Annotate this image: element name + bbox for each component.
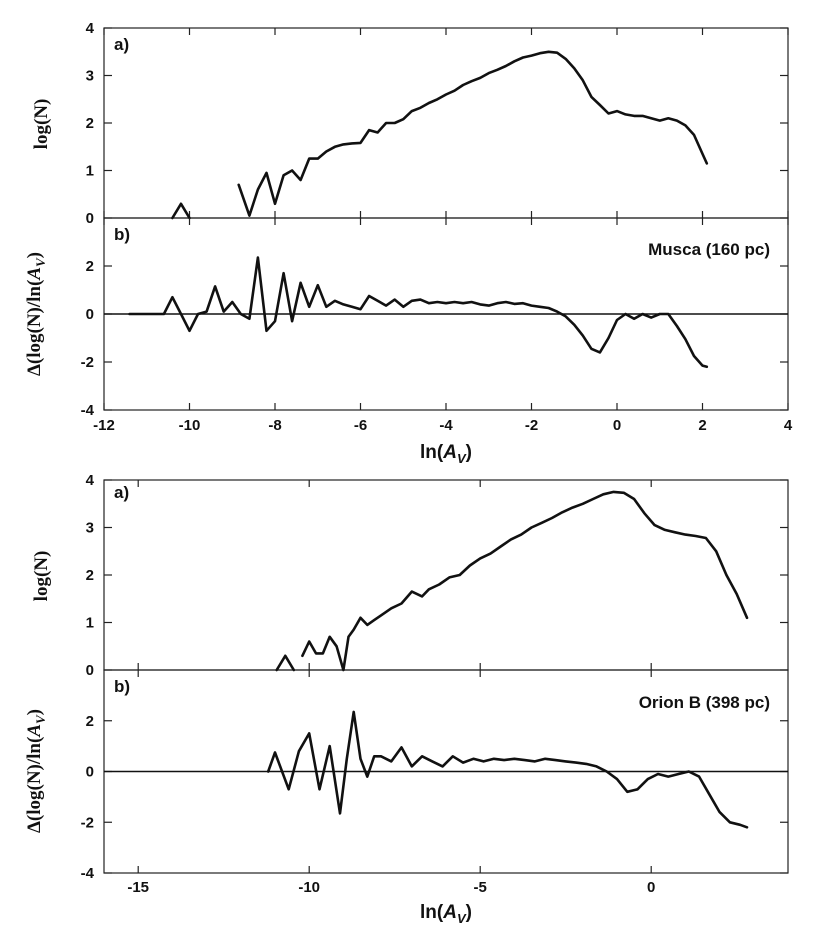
musca-panel-a-series-segment-1: [171, 202, 191, 220]
musca-panel-b-ylabel-var: A: [24, 267, 45, 281]
orionb-panel-b-ylabel: Δ(log(N)/ln(AV): [24, 709, 48, 833]
orionb-xlabel: ln(AV): [420, 902, 472, 926]
musca-xtick-label: -2: [525, 417, 538, 434]
musca-xlabel-post: ): [466, 442, 472, 463]
musca-panel-a-ytick-label: 3: [86, 68, 94, 85]
musca-panel-a-ytick-label: 2: [86, 115, 94, 132]
orionb-panel-a-ytick-label: 4: [86, 472, 95, 489]
musca-xlabel-var: A: [442, 442, 457, 463]
musca-panel-a-frame: [103, 27, 789, 219]
musca-xtick-label: 4: [784, 417, 793, 434]
musca-xtick-label: -8: [268, 417, 281, 434]
orionb-panel-b-ytick-label: -4: [81, 865, 95, 882]
musca-panel-b-series-derivative: [128, 256, 709, 369]
orionb-xtick-label: -15: [127, 879, 149, 896]
orionb-panel-a-frame: [103, 479, 789, 671]
musca-xlabel-pre: ln(: [420, 442, 444, 463]
orionb-panel-b-ylabel-var: A: [24, 724, 45, 738]
orionb-xlabel-var: A: [442, 902, 457, 923]
musca-panel-b-ytick-label: 2: [86, 258, 94, 275]
musca-xtick-label: -10: [179, 417, 201, 434]
orionb-panel-a-series-segment-2: [301, 490, 749, 672]
orionb-panel-b-ylabel-pre: Δ(log(N)/ln(: [24, 737, 45, 833]
orionb-region-label: Orion B (398 pc): [639, 693, 770, 712]
musca-panel-b-ytick-label: -2: [81, 354, 94, 371]
musca-panel-b-ylabel-pre: Δ(log(N)/ln(: [24, 280, 45, 376]
musca-region-label: Musca (160 pc): [648, 240, 770, 259]
orionb-panel-a-series-segment-1: [275, 654, 296, 672]
orionb-xlabel-post: ): [466, 902, 472, 923]
orionb-panel-a-ytick-label: 1: [86, 615, 94, 632]
musca-xlabel: ln(AV): [420, 442, 472, 466]
musca-panel-a-ytick-label: 4: [86, 20, 95, 37]
musca-panel-b-ytick-label: -4: [81, 402, 95, 419]
orionb-panel-b-label: b): [114, 677, 130, 696]
orionb-panel-b: -4 -2 0 2: [81, 670, 788, 882]
musca-panel-a-series-segment-2: [237, 50, 709, 217]
orionb-panel-b-series-derivative: [266, 710, 749, 829]
orionb-xlabel-sub: V: [457, 911, 467, 926]
musca-panel-b-ytick-label: 0: [86, 306, 94, 323]
orionb-xtick-label: -5: [474, 879, 487, 896]
musca-panel-b: -4 -2 0 2: [81, 218, 789, 419]
orionb-panel-a-ylabel: log(N): [31, 551, 52, 602]
musca-panel-b-label: b): [114, 225, 130, 244]
musca-xlabel-sub: V: [457, 451, 467, 466]
orionb-xlabel-pre: ln(: [420, 902, 444, 923]
orionb-panel-a-ytick-label: 2: [86, 567, 94, 584]
musca-panel-b-ylabel-sub: V: [33, 257, 48, 267]
orionb-panel-b-ytick-label: -2: [81, 814, 94, 831]
musca-panel-a-ytick-label: 1: [86, 163, 94, 180]
orionb-panel-a-ytick-label: 3: [86, 520, 94, 537]
musca-panel-a-ylabel: log(N): [31, 99, 52, 150]
orionb-xtick-label: -10: [298, 879, 320, 896]
orionb-panel-a-label: a): [114, 483, 129, 502]
orionb-xtick-label: 0: [647, 879, 655, 896]
orionb-panel-b-ylabel-post: ): [24, 709, 45, 715]
musca-xtick-label: 2: [698, 417, 706, 434]
musca-xtick-label: 0: [613, 417, 621, 434]
musca-panel-a-ytick-label: 0: [86, 210, 94, 227]
musca-panel-b-ylabel-post: ): [24, 252, 45, 258]
orionb-x-axis: -15 -10 -5 0: [127, 879, 655, 896]
musca-panel-a: 0 1 2 3 4: [86, 20, 789, 227]
musca-panel-a-label: a): [114, 35, 129, 54]
orionb-panel-a-ytick-label: 0: [86, 662, 94, 679]
orionb-panel-b-ytick-label: 2: [86, 713, 94, 730]
musca-x-axis: -12 -10 -8 -6 -4 -2 0 2 4: [93, 417, 793, 434]
musca-xtick-label: -6: [354, 417, 367, 434]
musca-xtick-label: -12: [93, 417, 115, 434]
orionb-panel-a: 0 1 2 3 4: [86, 472, 788, 679]
orionb-panel-b-ylabel-sub: V: [33, 714, 48, 724]
musca-panel-b-ylabel: Δ(log(N)/ln(AV): [24, 252, 48, 376]
orionb-figure: 0 1 2 3 4 -4 -2 0 2 -15 -10 -5 0 a) b) Orion B (39…: [24, 472, 789, 926]
musca-xtick-label: -4: [439, 417, 453, 434]
orionb-panel-b-ytick-label: 0: [86, 764, 94, 781]
musca-figure: 0 1 2 3 4 -4 -2 0 2 -12 -10 -8 -6 -4 -2 0 2 4 a) b) Mus…: [24, 20, 793, 466]
